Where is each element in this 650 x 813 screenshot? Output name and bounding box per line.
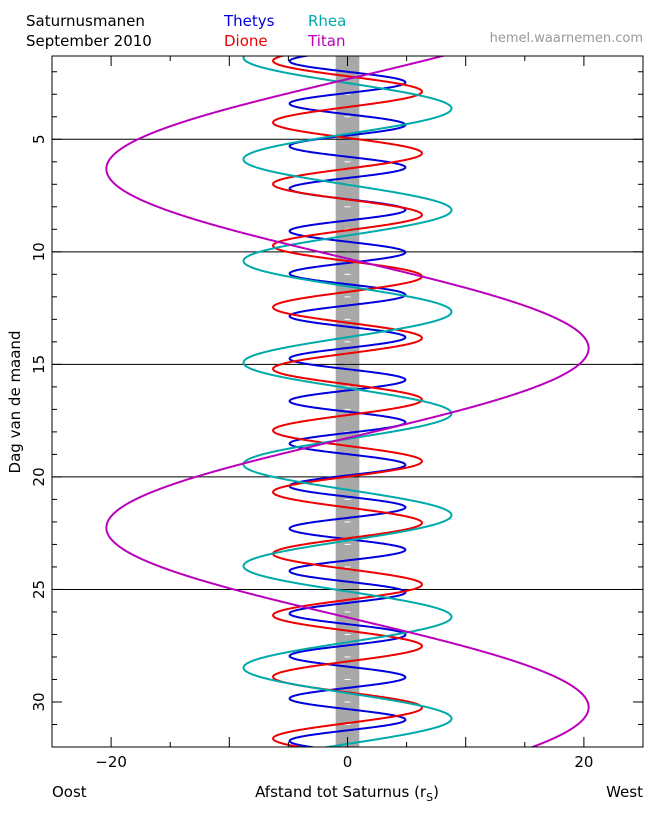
x-axis-label: Afstand tot Saturnus (rS) — [255, 783, 439, 804]
grid-layer — [52, 138, 643, 590]
x-axis-label-subscript: S — [426, 791, 433, 804]
x-tick-label: −20 — [95, 753, 127, 771]
x-tick-label: 0 — [343, 753, 353, 771]
y-tick-label: 25 — [30, 580, 48, 599]
legend-entry-thetys: Thetys — [223, 12, 275, 30]
axis-layer: 5 10 15 20 25 30 −20 0 20 — [30, 56, 644, 771]
y-tick-label: 10 — [30, 242, 48, 261]
y-axis-label: Dag van de maand — [6, 331, 24, 474]
y-tick-label: 20 — [30, 467, 48, 486]
series-layer — [105, 56, 590, 747]
series-line-titan — [105, 56, 590, 747]
x-axis-label-main: Afstand tot Saturnus (r — [255, 783, 427, 801]
direction-label-west: West — [606, 783, 643, 801]
direction-label-east: Oost — [52, 783, 87, 801]
x-tick-label: 20 — [574, 753, 593, 771]
y-tick-label: 30 — [30, 692, 48, 711]
series-line-rhea — [242, 56, 453, 747]
legend-entry-dione: Dione — [224, 32, 268, 50]
legend-entry-rhea: Rhea — [308, 12, 346, 30]
series-line-thetys — [288, 56, 407, 747]
x-axis-label-close: ) — [433, 783, 439, 801]
chart-title-line2: September 2010 — [26, 32, 152, 50]
legend-entry-titan: Titan — [307, 32, 345, 50]
watermark: hemel.waarnemen.com — [490, 31, 643, 46]
y-tick-label: 5 — [30, 135, 48, 145]
chart-title-line1: Saturnusmanen — [26, 12, 145, 30]
legend: Thetys Dione Rhea Titan — [223, 12, 346, 50]
y-tick-label: 15 — [30, 355, 48, 374]
